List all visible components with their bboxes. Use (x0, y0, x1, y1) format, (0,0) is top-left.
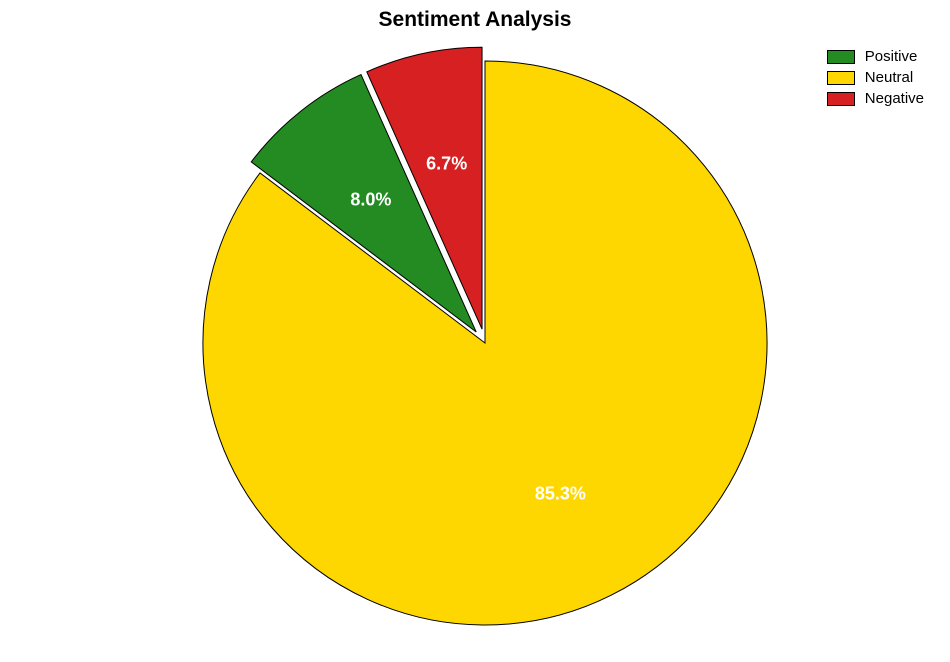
slice-label-negative: 6.7% (426, 153, 467, 174)
legend-label-negative: Negative (865, 90, 924, 107)
legend-swatch-neutral (827, 71, 855, 85)
legend-label-neutral: Neutral (865, 69, 913, 86)
legend-item-positive: Positive (827, 48, 924, 65)
sentiment-pie-chart: Sentiment Analysis 6.7%8.0%85.3% Positiv… (0, 0, 950, 662)
legend-swatch-positive (827, 50, 855, 64)
legend: Positive Neutral Negative (827, 48, 924, 107)
legend-swatch-negative (827, 92, 855, 106)
legend-item-neutral: Neutral (827, 69, 924, 86)
slice-label-neutral: 85.3% (535, 484, 586, 505)
legend-item-negative: Negative (827, 90, 924, 107)
pie-svg (0, 0, 950, 662)
slice-label-positive: 8.0% (350, 189, 391, 210)
legend-label-positive: Positive (865, 48, 918, 65)
